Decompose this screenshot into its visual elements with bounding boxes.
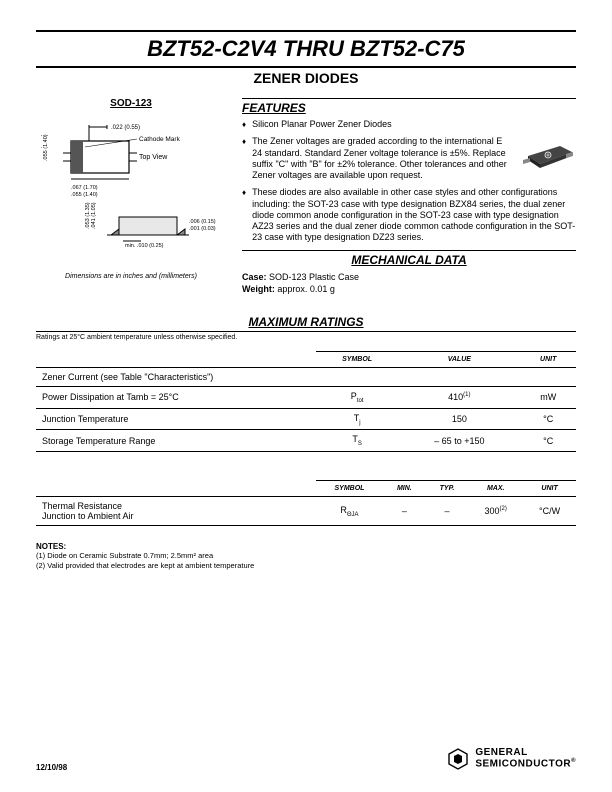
col-symbol: SYMBOL bbox=[316, 351, 398, 367]
notes-heading: NOTES: bbox=[36, 542, 576, 551]
page-subtitle: ZENER DIODES bbox=[36, 70, 576, 86]
table-row: Thermal Resistance Junction to Ambient A… bbox=[36, 497, 576, 526]
mechanical-heading: MECHANICAL DATA bbox=[242, 250, 576, 267]
col-max: MAX. bbox=[468, 481, 523, 497]
mechanical-body: Case: SOD-123 Plastic Case Weight: appro… bbox=[242, 271, 576, 295]
dim-w-top: .022 (0.55) bbox=[111, 125, 140, 131]
footer-date: 12/10/98 bbox=[36, 763, 67, 772]
company-logo: GENERAL SEMICONDUCTOR® bbox=[445, 746, 576, 772]
cathode-mark-label: Cathode Mark bbox=[139, 136, 181, 143]
col-unit: UNIT bbox=[523, 481, 576, 497]
bullet-icon: ♦ bbox=[242, 136, 246, 181]
col-unit: UNIT bbox=[520, 351, 576, 367]
dim-w2: .055 (1.40) bbox=[71, 192, 98, 198]
ratings-note: Ratings at 25°C ambient temperature unle… bbox=[36, 334, 576, 341]
sod-column: SOD-123 .022 (0.55) Cathode Mark Top Vie… bbox=[36, 98, 226, 295]
sod-diagram: .022 (0.55) Cathode Mark Top View .063 (… bbox=[41, 117, 221, 267]
top-view-label: Top View bbox=[139, 154, 168, 161]
logo-icon bbox=[445, 746, 471, 772]
feature-1: Silicon Planar Power Zener Diodes bbox=[252, 119, 576, 130]
dim-lh1: .006 (0.15) bbox=[189, 219, 216, 225]
dimensions-note: Dimensions are in inches and (millimeter… bbox=[36, 273, 226, 280]
table-row: Junction Temperature Tj 150 °C bbox=[36, 408, 576, 430]
table-row: Zener Current (see Table "Characteristic… bbox=[36, 367, 576, 386]
sod-label: SOD-123 bbox=[36, 98, 226, 109]
dim-w1: .067 (1.70) bbox=[71, 185, 98, 191]
dim-h2: .055 (1.40) bbox=[43, 134, 49, 161]
col-symbol: SYMBOL bbox=[316, 481, 383, 497]
table-row: Storage Temperature Range TS – 65 to +15… bbox=[36, 430, 576, 452]
dim-lh2: .001 (0.03) bbox=[189, 226, 216, 232]
thermal-table: SYMBOL MIN. TYP. MAX. UNIT Thermal Resis… bbox=[36, 480, 576, 526]
table-row: Power Dissipation at Tamb = 25°C Ptot 41… bbox=[36, 386, 576, 408]
chip-icon bbox=[520, 136, 576, 170]
bullet-icon: ♦ bbox=[242, 187, 246, 243]
features-heading: FEATURES bbox=[242, 98, 576, 115]
max-ratings-heading: MAXIMUM RATINGS bbox=[36, 315, 576, 332]
notes-body: (1) Diode on Ceramic Substrate 0.7mm; 2.… bbox=[36, 551, 576, 571]
col-min: MIN. bbox=[383, 481, 426, 497]
page-title: BZT52-C2V4 THRU BZT52-C75 bbox=[36, 30, 576, 68]
col-value: VALUE bbox=[398, 351, 520, 367]
dim-bh2: .041 (1.05) bbox=[91, 202, 97, 229]
feature-3: These diodes are also available in other… bbox=[252, 187, 576, 243]
feature-2: The Zener voltages are graded according … bbox=[252, 136, 576, 181]
bullet-icon: ♦ bbox=[242, 119, 246, 130]
col-typ: TYP. bbox=[426, 481, 469, 497]
ratings-table: SYMBOL VALUE UNIT Zener Current (see Tab… bbox=[36, 351, 576, 452]
dim-min: min. .010 (0.25) bbox=[125, 243, 164, 249]
